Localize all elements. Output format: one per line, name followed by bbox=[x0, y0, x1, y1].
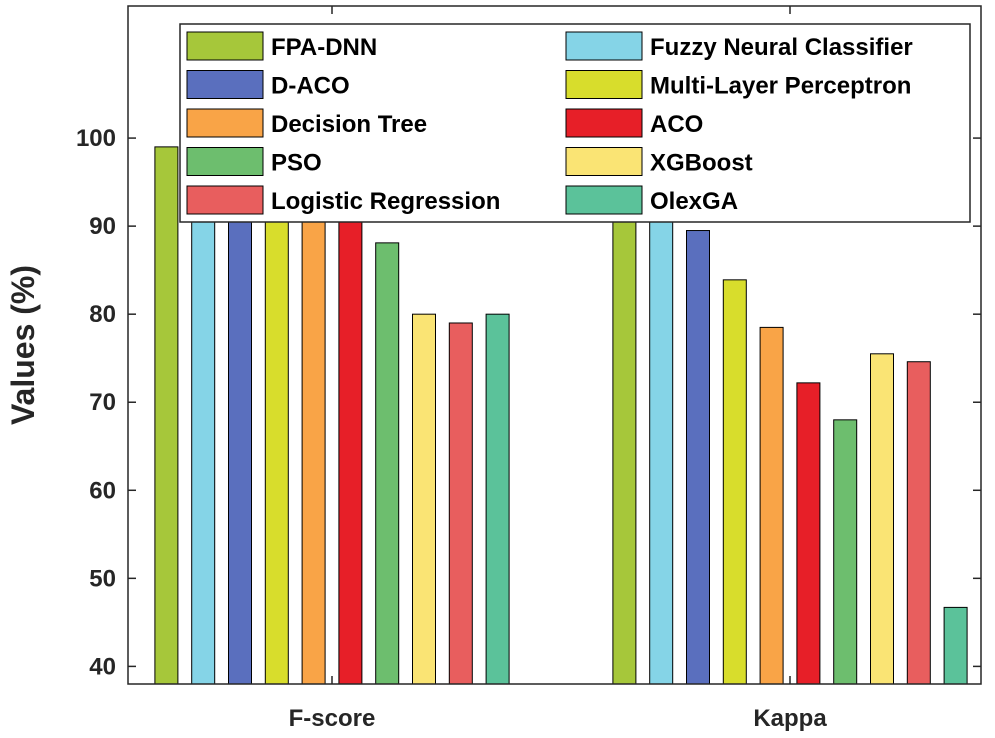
bar-olexga-f-score bbox=[485, 313, 510, 685]
x-tick-label-f-score: F-score bbox=[289, 705, 376, 732]
bar-olexga-kappa bbox=[943, 606, 968, 685]
legend-label-fuzzy-neural-classifier: Fuzzy Neural Classifier bbox=[650, 34, 913, 61]
bar-decision-tree-kappa bbox=[759, 326, 784, 685]
legend-swatch-decision-tree bbox=[186, 108, 264, 138]
bar-fpa-dnn-f-score bbox=[154, 146, 179, 685]
legend-swatch-fuzzy-neural-classifier bbox=[565, 31, 643, 61]
bar-fpa-dnn-kappa bbox=[612, 161, 637, 685]
bar-decision-tree-f-score bbox=[301, 206, 326, 685]
bar-multi-layer-perceptron-f-score bbox=[264, 188, 289, 685]
axes-group bbox=[127, 5, 982, 685]
legend-label-fpa-dnn: FPA-DNN bbox=[271, 34, 377, 61]
x-tick-label-kappa: Kappa bbox=[753, 705, 827, 732]
y-tick-label: 50 bbox=[89, 565, 116, 592]
x-ticks-group: F-score Kappa bbox=[289, 6, 827, 732]
bar-logistic-regression-f-score bbox=[448, 322, 473, 685]
axes-box bbox=[127, 5, 982, 685]
bar-d-aco-f-score bbox=[228, 172, 252, 685]
y-ticks-group: 40 50 60 70 80 90 100 bbox=[76, 125, 981, 680]
bar-aco-kappa bbox=[796, 382, 821, 685]
legend-label-aco: ACO bbox=[650, 111, 703, 138]
y-axis-label: Values (%) bbox=[5, 265, 41, 425]
y-tick-label: 100 bbox=[76, 125, 116, 152]
legend-label-olexga: OlexGA bbox=[650, 188, 738, 215]
bar-xgboost-f-score bbox=[412, 313, 436, 685]
legend-swatch-aco bbox=[565, 108, 643, 138]
legend-label-multi-layer-perceptron: Multi-Layer Perceptron bbox=[650, 73, 911, 100]
bar-aco-f-score bbox=[338, 219, 363, 685]
legend-swatch-multi-layer-perceptron bbox=[565, 70, 643, 99]
legend-swatch-fpa-dnn bbox=[186, 31, 264, 61]
y-tick-label: 90 bbox=[89, 213, 116, 240]
legend-label-xgboost: XGBoost bbox=[650, 150, 753, 177]
bar-fuzzy-neural-classifier-f-score bbox=[191, 167, 216, 685]
legend-label-logistic-regression: Logistic Regression bbox=[271, 188, 500, 215]
y-tick-label: 40 bbox=[89, 653, 116, 680]
bar-pso-f-score bbox=[375, 242, 400, 685]
legend-label-d-aco: D-ACO bbox=[271, 73, 350, 100]
bar-pso-kappa bbox=[833, 419, 858, 685]
bar-fuzzy-neural-classifier-kappa bbox=[649, 217, 674, 685]
legend-swatch-d-aco bbox=[186, 70, 264, 99]
bar-d-aco-kappa bbox=[686, 230, 710, 685]
legend-label-decision-tree: Decision Tree bbox=[271, 111, 427, 138]
y-tick-label: 60 bbox=[89, 477, 116, 504]
y-tick-label: 80 bbox=[89, 301, 116, 328]
bar-logistic-regression-kappa bbox=[906, 361, 931, 685]
bars-group bbox=[154, 146, 968, 685]
legend: FPA-DNN Fuzzy Neural Classifier D-ACO Multi… bbox=[179, 23, 971, 223]
bar-multi-layer-perceptron-kappa bbox=[722, 279, 747, 685]
legend-swatch-pso bbox=[186, 147, 264, 176]
legend-swatch-xgboost bbox=[565, 147, 643, 176]
bar-xgboost-kappa bbox=[870, 353, 894, 685]
legend-label-pso: PSO bbox=[271, 150, 322, 177]
y-tick-label: 70 bbox=[89, 389, 116, 416]
legend-swatch-olexga bbox=[565, 185, 643, 215]
legend-swatch-logistic-regression bbox=[186, 185, 264, 215]
